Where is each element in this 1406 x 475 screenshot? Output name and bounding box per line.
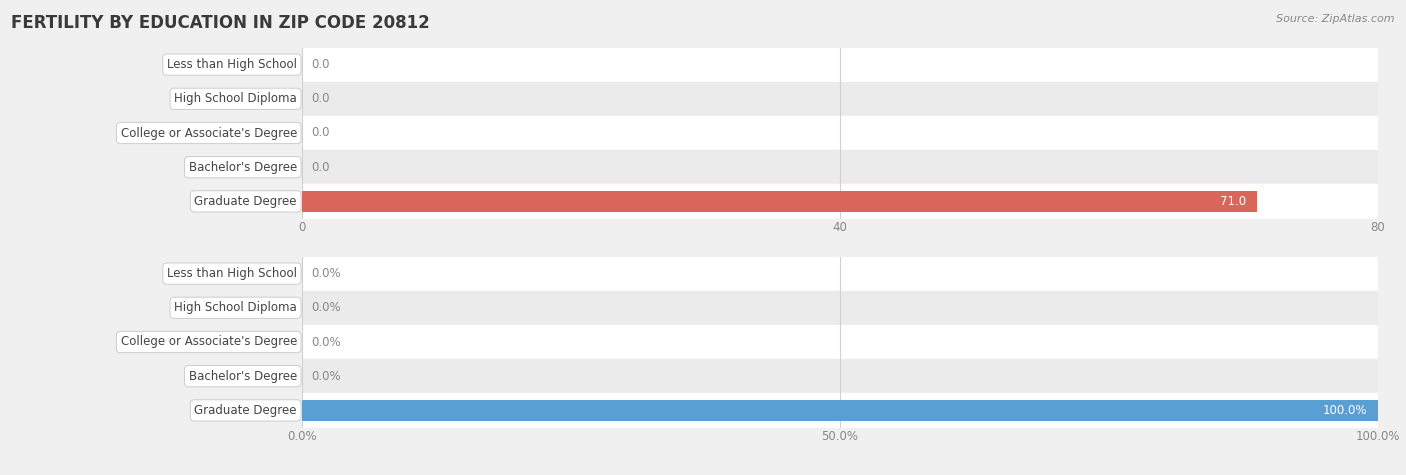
Bar: [302, 256, 1378, 291]
Text: 0.0%: 0.0%: [311, 301, 340, 314]
Text: Bachelor's Degree: Bachelor's Degree: [188, 370, 297, 383]
Text: Less than High School: Less than High School: [167, 58, 297, 71]
Text: 100.0%: 100.0%: [1323, 404, 1367, 417]
Text: 0.0%: 0.0%: [311, 267, 340, 280]
Bar: [302, 82, 1378, 116]
Bar: [302, 191, 1257, 212]
Text: College or Associate's Degree: College or Associate's Degree: [121, 126, 297, 140]
Text: 0.0: 0.0: [311, 92, 329, 105]
Bar: [302, 325, 1378, 359]
Text: 71.0: 71.0: [1220, 195, 1246, 208]
Text: Graduate Degree: Graduate Degree: [194, 195, 297, 208]
Text: 0.0%: 0.0%: [311, 335, 340, 349]
Bar: [302, 393, 1378, 428]
Text: Source: ZipAtlas.com: Source: ZipAtlas.com: [1277, 14, 1395, 24]
Text: High School Diploma: High School Diploma: [174, 301, 297, 314]
Text: High School Diploma: High School Diploma: [174, 92, 297, 105]
Text: FERTILITY BY EDUCATION IN ZIP CODE 20812: FERTILITY BY EDUCATION IN ZIP CODE 20812: [11, 14, 430, 32]
Text: 0.0: 0.0: [311, 161, 329, 174]
Bar: [302, 291, 1378, 325]
Text: Less than High School: Less than High School: [167, 267, 297, 280]
Text: Graduate Degree: Graduate Degree: [194, 404, 297, 417]
Bar: [302, 359, 1378, 393]
Text: 0.0%: 0.0%: [311, 370, 340, 383]
Bar: [302, 400, 1378, 421]
Bar: [302, 150, 1378, 184]
Text: 0.0: 0.0: [311, 126, 329, 140]
Bar: [302, 116, 1378, 150]
Text: Bachelor's Degree: Bachelor's Degree: [188, 161, 297, 174]
Bar: [302, 48, 1378, 82]
Bar: [302, 184, 1378, 218]
Text: 0.0: 0.0: [311, 58, 329, 71]
Text: College or Associate's Degree: College or Associate's Degree: [121, 335, 297, 349]
